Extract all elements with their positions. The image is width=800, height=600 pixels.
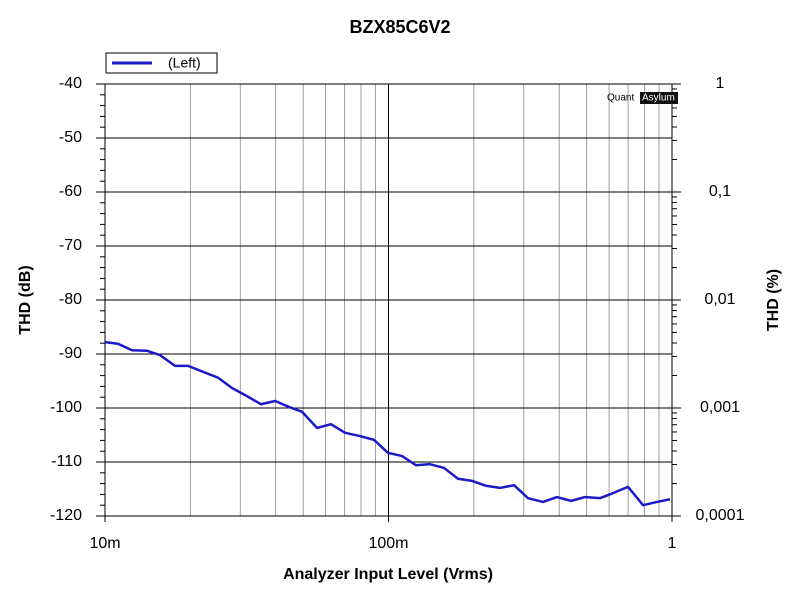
y-tick-label: -110 [51,453,82,470]
x-tick-label: 1 [668,535,677,552]
y2-tick-label: 0,001 [700,399,740,416]
y-tick-label: -40 [59,75,82,92]
legend-box [105,52,218,74]
chart-title: BZX85C6V2 [349,17,450,37]
y2-axis-label: THD (%) [765,269,782,331]
watermark: Quant Asylum [607,92,678,104]
y2-tick-label: 0,01 [704,291,735,308]
y2-tick-label: 1 [716,75,725,92]
y-tick-label: -50 [59,129,82,146]
y-tick-label: -80 [59,291,82,308]
x-tick-label: 100m [368,535,408,552]
data-line [104,340,671,507]
plot-frame [104,83,673,517]
x-tick-label: 10m [89,535,120,552]
legend: (Left) [105,52,218,74]
y-tick-label: -100 [50,399,82,416]
watermark-text: Quant [607,93,634,104]
y2-tick-label: 0,1 [709,183,731,200]
legend-label: (Left) [168,55,201,71]
y2-tick-label: 0,0001 [696,507,745,524]
y-tick-label: -90 [59,345,82,362]
y-tick-label: -120 [50,507,82,524]
watermark-box [640,92,678,104]
watermark-text: Asylum [642,93,675,104]
y-tick-label: -70 [59,237,82,254]
y-tick-label: -60 [59,183,82,200]
y-axis-label: THD (dB) [17,265,34,334]
x-axis-label: Analyzer Input Level (Vrms) [283,566,493,583]
